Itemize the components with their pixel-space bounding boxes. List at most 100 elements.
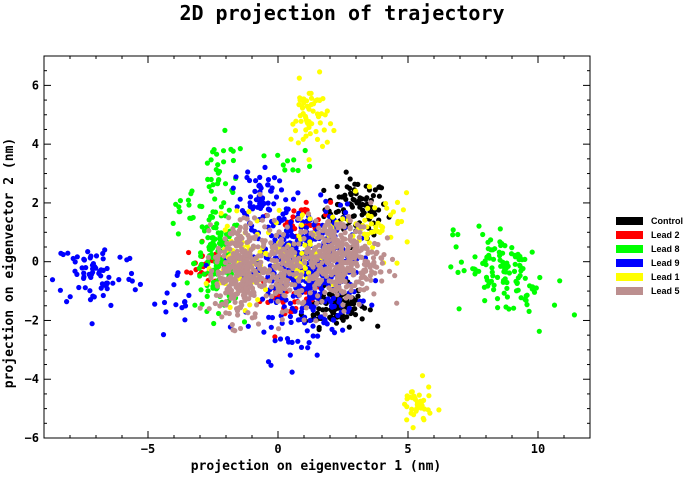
data-point	[241, 319, 248, 325]
data-point	[244, 257, 250, 263]
data-point	[227, 304, 233, 310]
data-point	[297, 95, 303, 101]
data-point	[344, 314, 350, 320]
data-point	[482, 298, 488, 304]
data-point	[245, 239, 251, 245]
data-point	[295, 167, 301, 174]
data-point	[514, 280, 520, 286]
data-point	[375, 323, 381, 329]
data-point	[216, 177, 222, 183]
data-point	[210, 235, 216, 241]
data-point	[302, 206, 308, 213]
data-point	[49, 277, 56, 283]
data-point	[288, 219, 294, 225]
data-point	[282, 256, 288, 262]
data-point	[196, 265, 202, 271]
data-point	[57, 287, 64, 293]
data-point	[295, 277, 301, 283]
data-point	[536, 328, 542, 334]
data-point	[268, 188, 274, 194]
data-point	[384, 235, 390, 241]
data-point	[329, 326, 335, 332]
data-point	[421, 397, 427, 403]
data-point	[252, 311, 258, 317]
data-point	[116, 277, 122, 283]
data-point	[379, 278, 385, 284]
data-point	[291, 234, 297, 240]
data-point	[199, 224, 205, 230]
data-point	[322, 311, 328, 317]
data-point	[340, 317, 346, 323]
data-point	[287, 313, 293, 320]
data-point	[248, 292, 254, 298]
data-point	[218, 210, 224, 216]
data-point	[352, 255, 358, 261]
data-point	[362, 217, 368, 223]
data-point	[319, 270, 325, 276]
data-point	[234, 248, 240, 254]
legend-swatch	[616, 217, 643, 225]
data-point	[222, 227, 228, 233]
data-point	[302, 259, 308, 265]
data-point	[206, 228, 212, 234]
data-point	[334, 292, 340, 298]
data-point	[290, 214, 296, 220]
data-point	[268, 284, 274, 290]
data-point	[208, 272, 214, 278]
data-point	[278, 280, 284, 286]
data-point	[368, 249, 374, 255]
data-point	[254, 302, 260, 308]
data-point	[326, 265, 332, 271]
data-point	[506, 270, 512, 276]
data-point	[571, 312, 578, 318]
data-point	[308, 255, 314, 261]
data-point	[389, 256, 396, 262]
data-point	[357, 229, 363, 235]
data-point	[343, 249, 350, 256]
data-point	[251, 215, 258, 221]
data-point	[87, 288, 93, 294]
data-point	[230, 157, 236, 164]
data-point	[278, 271, 284, 277]
legend-swatch	[616, 245, 643, 253]
data-point	[337, 263, 343, 269]
data-point	[346, 324, 352, 330]
data-point	[319, 298, 325, 305]
data-point	[301, 254, 307, 260]
data-point	[404, 417, 410, 423]
data-point	[324, 139, 330, 145]
data-point	[329, 279, 335, 285]
data-point	[214, 221, 220, 227]
data-point	[220, 148, 227, 154]
y-tick-label: −2	[25, 313, 39, 327]
data-point	[191, 261, 197, 267]
y-tick-label: −6	[25, 431, 39, 445]
data-point	[186, 292, 192, 298]
data-point	[341, 259, 347, 266]
data-point	[485, 239, 491, 245]
data-point	[310, 264, 316, 270]
data-point	[231, 295, 237, 301]
data-point	[489, 265, 495, 271]
data-point	[256, 182, 262, 188]
data-point	[370, 193, 376, 199]
data-point	[258, 253, 264, 259]
data-point	[419, 373, 426, 379]
data-point	[197, 305, 203, 311]
data-point	[306, 124, 312, 130]
data-point	[364, 285, 370, 291]
data-point	[372, 187, 378, 193]
data-point	[328, 199, 334, 205]
data-point	[307, 317, 313, 324]
data-point	[404, 393, 410, 399]
data-point	[284, 336, 291, 342]
data-point	[395, 220, 401, 226]
data-point	[175, 231, 181, 237]
data-point	[274, 263, 280, 269]
data-point	[232, 268, 238, 274]
data-point	[283, 297, 289, 303]
data-point	[512, 261, 518, 267]
data-point	[295, 262, 301, 268]
data-point	[426, 393, 432, 399]
data-point	[303, 133, 309, 139]
